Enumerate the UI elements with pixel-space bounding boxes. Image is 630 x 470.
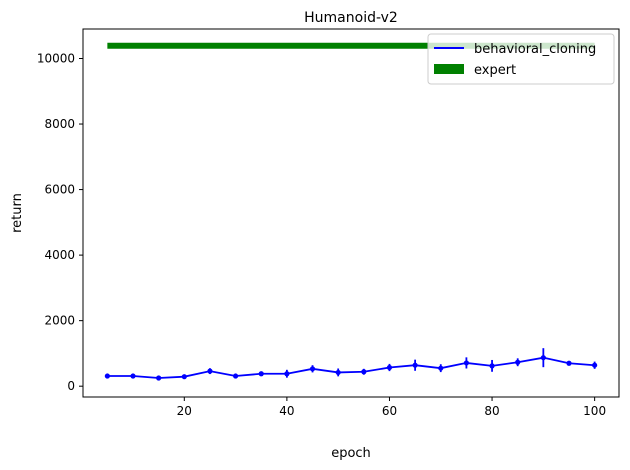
data-point — [361, 369, 367, 375]
x-axis: 20 40 60 80 100 — [177, 397, 606, 418]
data-point — [566, 360, 572, 366]
y-tick-label: 0 — [67, 379, 75, 393]
data-point — [489, 363, 495, 369]
plot-area — [104, 42, 598, 381]
data-point — [592, 362, 598, 368]
data-point — [258, 371, 264, 377]
data-point — [309, 366, 316, 372]
data-point — [515, 359, 521, 365]
x-tick-label: 60 — [382, 404, 397, 418]
y-axis: 0 2000 4000 6000 8000 10000 — [37, 51, 83, 393]
legend: behavioral_cloning expert — [427, 33, 615, 85]
legend-swatch-expert — [434, 64, 464, 74]
x-tick-label: 80 — [484, 404, 499, 418]
data-point — [386, 364, 393, 371]
x-axis-label: epoch — [331, 446, 371, 461]
x-tick-label: 100 — [583, 404, 606, 418]
y-tick-label: 4000 — [44, 248, 75, 262]
data-point — [412, 362, 418, 368]
data-point — [181, 374, 187, 380]
y-tick-label: 10000 — [37, 51, 75, 65]
data-point — [130, 373, 136, 379]
data-point — [438, 365, 444, 371]
data-point — [463, 360, 470, 366]
y-tick-label: 8000 — [44, 117, 75, 131]
y-axis-label: return — [10, 193, 25, 233]
legend-box — [427, 33, 615, 85]
data-point — [104, 373, 110, 379]
data-point — [207, 368, 213, 374]
legend-label-expert: expert — [474, 63, 516, 78]
y-tick-label: 2000 — [44, 314, 75, 328]
x-tick-label: 40 — [279, 404, 294, 418]
data-point — [232, 373, 239, 379]
chart-title: Humanoid-v2 — [304, 10, 398, 26]
axes-frame — [82, 28, 620, 398]
y-tick-label: 6000 — [44, 183, 75, 197]
data-point — [284, 371, 290, 377]
data-point — [335, 369, 341, 376]
data-point — [156, 375, 162, 381]
x-tick-label: 20 — [177, 404, 192, 418]
legend-label-behavioral-cloning: behavioral_cloning — [474, 42, 596, 57]
data-point — [540, 355, 546, 361]
series-line-behavioral-cloning — [107, 356, 595, 379]
